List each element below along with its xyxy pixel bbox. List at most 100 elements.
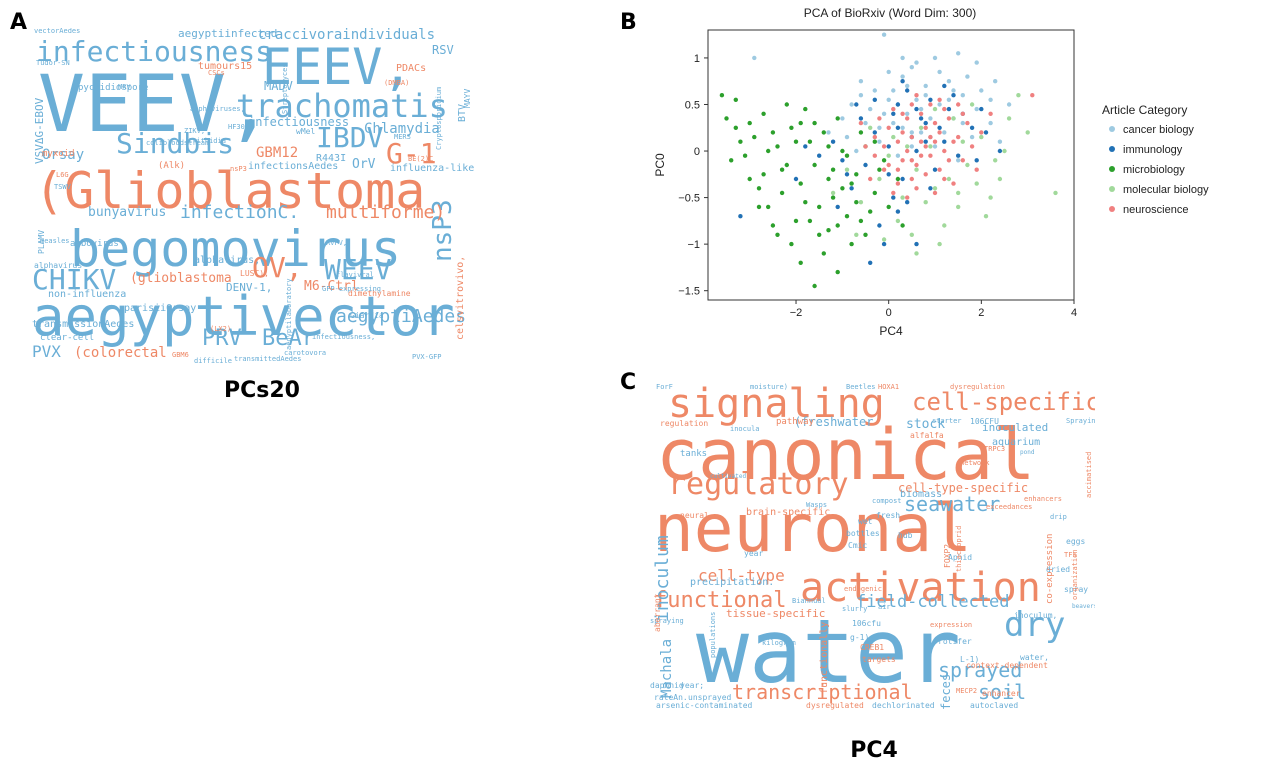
scatter-point: [733, 125, 738, 130]
cloud-word: targets: [862, 655, 896, 664]
scatter-point: [872, 130, 877, 135]
scatter-point: [752, 55, 757, 61]
legend-entry: cancer biology: [1123, 124, 1194, 136]
cloud-word: difficile: [194, 357, 232, 365]
scatter-point: [844, 172, 850, 177]
scatter-point: [840, 186, 845, 191]
scatter-point: [928, 144, 933, 149]
cloud-word: air: [878, 603, 891, 611]
cloud-word: g-1): [850, 633, 870, 642]
scatter-point: [905, 88, 910, 93]
cloud-word: transcriptional: [732, 680, 913, 704]
cloud-word: network: [960, 459, 990, 467]
y-axis-label: PC0: [653, 153, 667, 177]
scatter-point: [840, 148, 845, 154]
y-tick-label: 1: [694, 53, 700, 65]
cloud-word: dimethylamine: [348, 289, 411, 298]
cloud-word: tissue-specific: [726, 607, 826, 620]
scatter-point: [891, 134, 896, 140]
cloud-word: year: [744, 549, 764, 558]
cloud-word: GBM6: [172, 351, 189, 359]
y-tick-label: 0.5: [685, 99, 700, 111]
cloud-word: Cryptosporidium: [435, 86, 443, 150]
cloud-word: slurry: [842, 605, 868, 613]
scatter-point: [914, 60, 919, 65]
scatter-point: [983, 130, 989, 135]
cloud-word: trachomatis: [236, 87, 448, 125]
scatter-point: [956, 102, 961, 107]
cloud-word: alphaviruses,: [190, 105, 245, 113]
cloud-word: 106cfu: [852, 619, 881, 628]
panel-label-c: C: [620, 370, 637, 395]
cloud-word: ZIKV,: [184, 127, 206, 135]
cloud-word: TFs: [1064, 551, 1077, 559]
cloud-word: RVFV,: [326, 239, 348, 247]
cloud-word: compost: [872, 497, 902, 505]
scatter-point: [858, 218, 864, 224]
cloud-word: EEEV,: [262, 38, 413, 96]
scatter-point: [881, 111, 887, 117]
scatter-point: [965, 162, 970, 168]
scatter-point: [932, 55, 938, 61]
cloud-word: celsvitrovivo,: [455, 255, 466, 340]
scatter-point: [868, 106, 873, 112]
cloud-word: BeAr: [262, 326, 315, 351]
cloud-word: Cmic: [848, 541, 868, 550]
scatter-point: [895, 139, 901, 144]
scatter-point: [1002, 148, 1007, 154]
cloud-word: influenza-like: [390, 163, 475, 174]
scatter-point: [798, 120, 803, 126]
cloud-word: CSCs: [208, 69, 225, 77]
scatter-point: [863, 120, 868, 126]
scatter-point: [895, 125, 901, 130]
scatter-point: [895, 218, 901, 224]
scatter-point: [826, 176, 831, 182]
scatter-point: [928, 102, 933, 107]
scatter-point: [914, 186, 919, 191]
cloud-word: VEEV,: [38, 60, 273, 150]
cloud-word: (glioblastoma: [130, 271, 232, 286]
scatter-point: [960, 139, 965, 144]
cloud-word: regulatory: [668, 467, 849, 502]
scatter-point: [928, 116, 933, 121]
cloud-word: bunyavirus: [88, 205, 167, 220]
scatter-point: [891, 195, 896, 200]
cloud-word: Crithidia: [188, 137, 226, 145]
scatter-point: [830, 190, 836, 196]
scatter-point: [956, 134, 961, 140]
scatter-point: [997, 148, 1003, 154]
scatter-point: [914, 241, 919, 247]
scatter-point: [784, 102, 789, 107]
scatter-point: [905, 148, 910, 154]
scatter-point: [779, 190, 785, 196]
scatter-point: [877, 139, 882, 144]
cloud-word: unsprayed: [688, 693, 732, 702]
scatter-point: [923, 125, 928, 130]
cloud-word: feces: [939, 673, 953, 710]
cloud-word: cell-specific: [912, 388, 1095, 416]
cloud-word: enhancers: [1024, 495, 1062, 503]
scatter-point: [942, 139, 947, 144]
scatter-point: [895, 181, 901, 186]
scatter-point: [886, 125, 891, 130]
cloud-word: WEEV: [324, 253, 392, 286]
scatter-point: [738, 139, 743, 144]
legend-marker: [1109, 186, 1115, 192]
scatter-point: [895, 209, 901, 214]
scatter-point: [946, 79, 952, 84]
cloud-word: colibloodstream: [146, 139, 210, 147]
cloud-word: expression: [930, 621, 973, 629]
cloud-word: bottles: [846, 529, 880, 538]
cloud-word: (freshwater: [794, 415, 874, 429]
scatter-point: [812, 162, 817, 168]
cloud-word: OrV: [352, 157, 376, 172]
scatter-point: [928, 97, 933, 103]
scatter-point: [817, 232, 822, 237]
scatter-point: [733, 97, 738, 103]
cloud-word: MRV: [118, 83, 131, 91]
scatter-point: [946, 158, 952, 163]
scatter-point: [960, 158, 965, 163]
scatter-point: [937, 241, 942, 247]
scatter-point: [909, 65, 914, 70]
scatter-point: [877, 116, 882, 121]
